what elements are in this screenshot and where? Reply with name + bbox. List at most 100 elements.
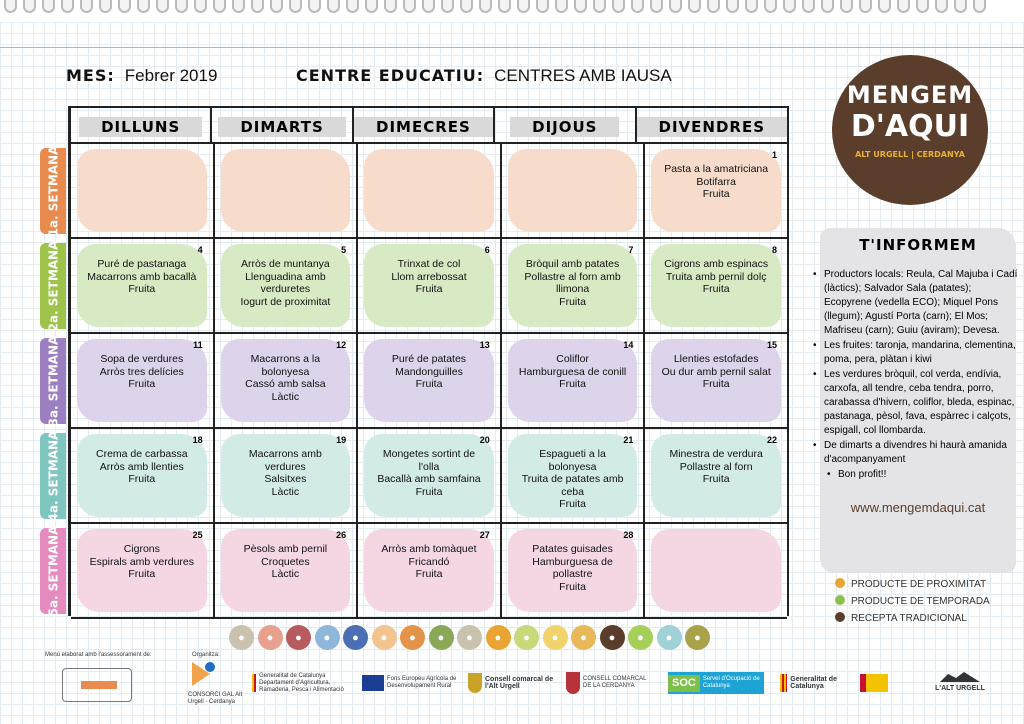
food-category-icon: ● <box>514 625 539 650</box>
menu-dish: Pasta a la amatriciana <box>664 163 769 175</box>
spiral-ring <box>289 0 302 13</box>
cell-background <box>507 149 638 232</box>
menu-dish: Puré de patates <box>391 353 467 365</box>
spiral-ring <box>973 0 986 13</box>
spiral-ring <box>42 0 55 13</box>
logo-daarp: Generalitat de Catalunya Departament d'A… <box>252 672 352 694</box>
centre-header: CENTRE EDUCATIU: CENTRES AMB IAUSA <box>296 66 672 86</box>
menu-dish: Arròs de muntanya <box>241 258 330 270</box>
cell-background <box>507 434 638 517</box>
logo-line2: D'AQUI <box>850 109 970 144</box>
website-link[interactable]: www.mengemdaqui.cat <box>850 500 986 515</box>
menu-cell <box>215 144 359 237</box>
menu-dish: Bròquil amb patates <box>525 258 620 270</box>
info-list: Productors locals: Reula, Cal Majuba i C… <box>806 268 1018 482</box>
menu-dish: Fruita <box>559 580 586 593</box>
legend-label: PRODUCTE DE PROXIMITAT <box>851 579 987 590</box>
menu-cell: 4 Puré de pastanaga Macarrons amb bacallà F… <box>71 239 215 332</box>
menu-dish: Mandonguilles <box>395 365 463 378</box>
menu-dish: Ou dur amb pernil salat <box>661 365 771 378</box>
legend: PRODUCTE DE PROXIMITAT PRODUCTE DE TEMPOR… <box>835 576 990 627</box>
spiral-ring <box>802 0 815 13</box>
spiral-ring <box>441 0 454 13</box>
menu-dish: Salsitxes <box>264 473 307 485</box>
cell-background <box>507 529 638 612</box>
food-category-icon: ● <box>286 625 311 650</box>
food-category-icon: ● <box>428 625 454 650</box>
menu-text: Sopa de verdures Arròs tres delícies Fruit… <box>75 338 209 391</box>
day-header-dilluns: DILLUNS <box>71 108 213 142</box>
menu-dish: Patates guisades <box>532 543 613 555</box>
info-item: De dimarts a divendres hi haurà amanida … <box>810 439 1018 467</box>
menu-cell: 18 Crema de carbassa Arròs amb llenties Fru… <box>71 429 215 522</box>
cell-background <box>220 434 351 517</box>
spiral-ring <box>479 0 492 13</box>
spiral-ring <box>422 0 435 13</box>
info-item: Les verdures bròquil, col verda, endívia… <box>810 368 1018 438</box>
spiral-ring <box>194 0 207 13</box>
menu-text: Pasta a la amatriciana Botifarra Fruita <box>649 148 783 201</box>
logo-cc-alturgell: Consell comarcal de l'Alt Urgell <box>468 672 558 694</box>
food-category-icon: ● <box>457 625 482 650</box>
cell-background <box>77 529 207 612</box>
logo-spain-gov <box>860 672 900 694</box>
day-header-row: DILLUNS DIMARTS DIMECRES DIJOUS DIVENDRES <box>71 108 787 144</box>
menu-text: Patates guisades Hamburguesa de pollastre F… <box>506 528 640 593</box>
menu-dish: Arròs tres delícies <box>99 365 184 378</box>
week-label-text: 4a. SETMANA <box>46 430 60 522</box>
cell-background <box>364 149 494 232</box>
week-row: 18 Crema de carbassa Arròs amb llenties Fru… <box>71 429 787 524</box>
menu-dish: Trinxat de col <box>397 258 461 270</box>
menu-text: Arròs de muntanya Llenguadina amb verduret… <box>219 243 353 308</box>
organitza-label: Organitza: <box>192 652 220 658</box>
menu-dish: Fruita <box>702 188 730 200</box>
centre-label: CENTRE EDUCATIU: <box>296 66 485 85</box>
logo-line1: MENGEM <box>846 81 974 109</box>
menu-cell: 22 Minestra de verdura Pollastre al forn Fr… <box>645 429 787 522</box>
menu-dish: Fruita <box>128 568 156 580</box>
spiral-ring <box>365 0 378 13</box>
cell-background <box>364 529 494 612</box>
spiral-ring <box>346 0 359 13</box>
spiral-ring <box>403 0 416 13</box>
spiral-ring <box>916 0 929 13</box>
spiral-ring <box>821 0 834 13</box>
spiral-ring <box>175 0 188 13</box>
food-category-icon: ● <box>656 625 682 650</box>
menu-dish: Fruita <box>415 568 443 580</box>
spiral-ring <box>707 0 720 13</box>
menu-text: Crema de carbassa Arròs amb llenties Fruit… <box>75 433 209 486</box>
cell-background <box>364 434 494 517</box>
menu-dish: Minestra de verdura <box>669 448 763 460</box>
spiral-ring <box>99 0 112 13</box>
menu-dish: Fruita <box>128 473 156 485</box>
menu-cell: 21 Espagueti a la bolonyesa Truita de patat… <box>502 429 646 522</box>
cell-background <box>651 149 781 232</box>
menu-cell: 12 Macarrons a la bolonyesa Cassó amb salsa… <box>215 334 359 427</box>
week-row: 25 Cigrons Espirals amb verdures Fruita 26 Pè… <box>71 524 787 619</box>
day-number: 15 <box>766 340 777 350</box>
day-header-dimecres: DIMECRES <box>354 108 496 142</box>
menu-dish: Macarrons amb <box>248 448 322 460</box>
legend-dot-icon <box>835 612 845 622</box>
menu-dish: Crema de carbassa <box>95 448 188 460</box>
week-label-4: 4a. SETMANA <box>40 430 66 522</box>
cell-background <box>77 339 207 422</box>
week-label-1: 1a. SETMANA <box>40 146 66 236</box>
food-category-icon: ● <box>400 625 425 650</box>
menu-dish: Llenguadina amb <box>245 270 326 283</box>
food-category-icon: ● <box>485 625 511 650</box>
spiral-ring <box>650 0 663 13</box>
day-number: 14 <box>623 340 634 350</box>
menu-dish: Fruita <box>702 473 730 485</box>
spiral-ring <box>878 0 891 13</box>
cell-background <box>220 529 351 612</box>
menu-dish: Bacallà amb samfaina <box>377 473 481 485</box>
day-number: 28 <box>623 530 634 540</box>
menu-cell: 14 Coliflor Hamburguesa de conill Fruita <box>502 334 646 427</box>
spiral-ring <box>726 0 739 13</box>
food-category-icon: ● <box>542 625 568 650</box>
menu-dish: Sopa de verdures <box>100 353 184 365</box>
menu-text <box>75 148 209 163</box>
menu-text: Cigrons Espirals amb verdures Fruita <box>75 528 209 581</box>
